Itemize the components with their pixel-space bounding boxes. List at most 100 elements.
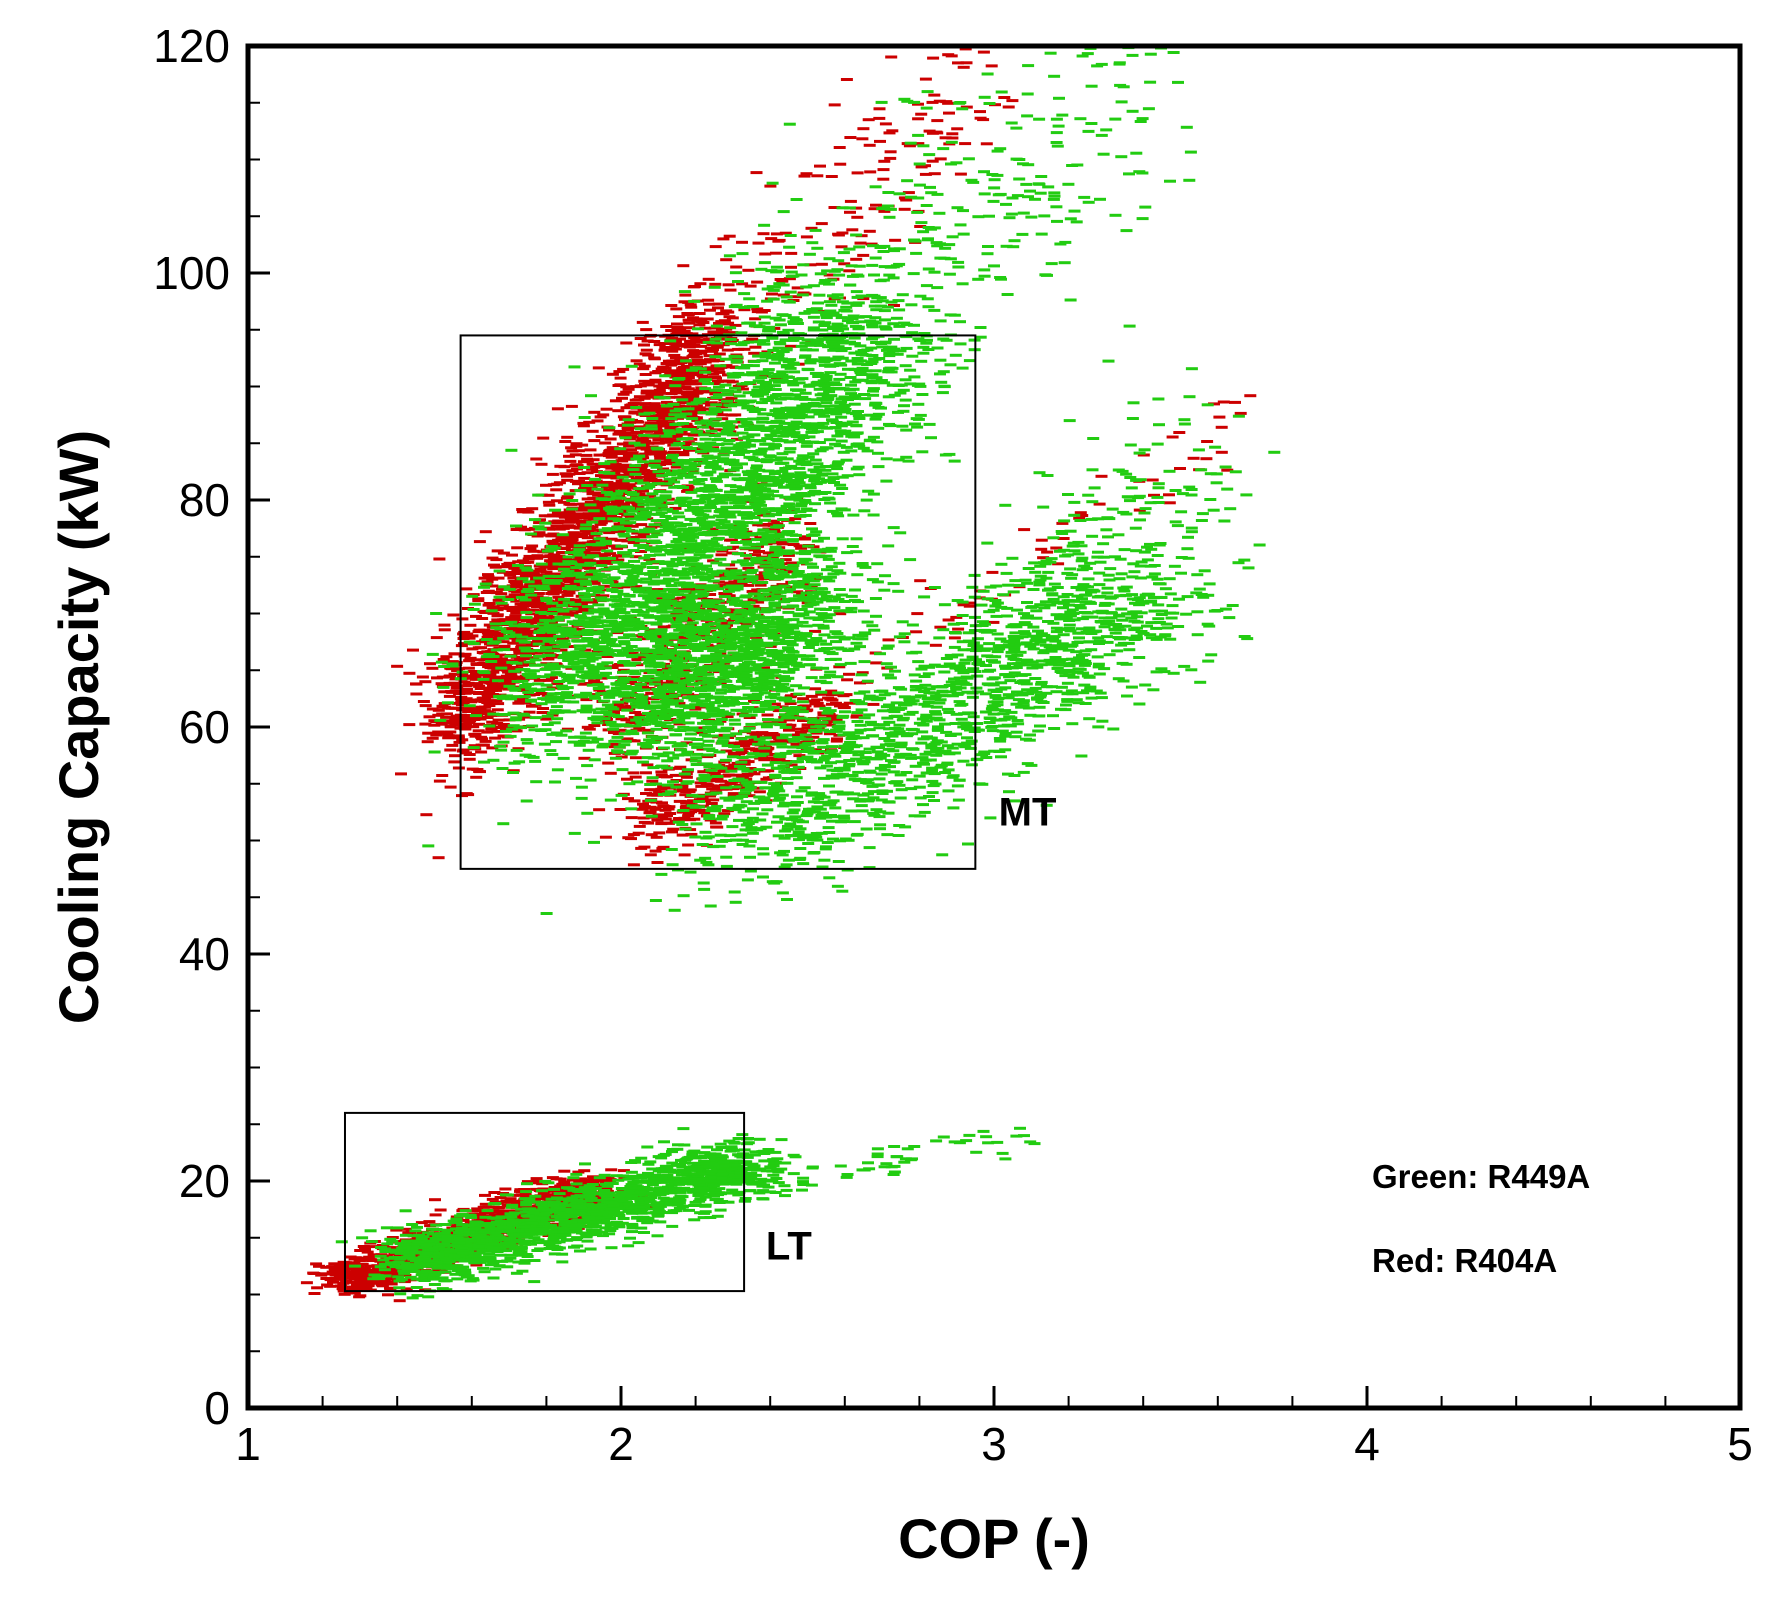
data-point	[443, 694, 456, 698]
data-point	[444, 730, 457, 734]
data-point	[638, 379, 651, 383]
data-point	[610, 501, 623, 505]
data-point	[466, 594, 479, 598]
data-point	[682, 814, 695, 818]
data-point	[928, 172, 941, 176]
data-point	[659, 436, 672, 440]
data-point	[715, 320, 728, 324]
data-point	[786, 561, 798, 565]
data-point	[708, 382, 721, 385]
data-point	[517, 689, 530, 692]
data-point	[492, 702, 505, 706]
data-point	[716, 413, 729, 417]
data-point	[508, 624, 521, 628]
data-point	[884, 156, 897, 160]
data-point	[512, 560, 525, 564]
data-point	[480, 658, 493, 662]
data-point	[579, 505, 592, 508]
data-point	[530, 457, 543, 461]
data-point	[900, 198, 913, 202]
data-point	[482, 589, 495, 593]
data-point	[590, 681, 603, 685]
data-point	[740, 622, 753, 626]
data-point	[565, 502, 578, 506]
data-point	[659, 440, 672, 444]
data-point	[665, 304, 678, 307]
data-point	[598, 699, 611, 703]
data-point	[914, 225, 927, 228]
data-point	[554, 1188, 567, 1191]
data-point	[691, 372, 704, 376]
data-point	[823, 691, 836, 694]
data-point	[653, 431, 666, 435]
data-point	[657, 467, 670, 471]
data-point	[565, 545, 578, 549]
data-point	[856, 671, 869, 675]
data-point	[744, 284, 757, 288]
data-point	[651, 429, 664, 432]
data-point	[874, 139, 886, 143]
data-point	[520, 600, 533, 604]
data-point	[892, 299, 905, 303]
data-point	[578, 607, 591, 611]
data-point	[457, 637, 470, 640]
data-point	[593, 453, 606, 457]
data-point	[772, 709, 785, 713]
data-point	[550, 499, 563, 503]
data-point	[736, 387, 749, 391]
data-point	[460, 751, 472, 755]
data-point	[474, 687, 487, 690]
data-point	[556, 637, 569, 641]
data-point	[376, 1284, 389, 1288]
data-point	[959, 142, 972, 146]
data-point	[767, 519, 780, 523]
data-point	[957, 603, 970, 607]
data-point	[1215, 450, 1228, 454]
data-point	[381, 1280, 394, 1284]
data-point	[595, 474, 607, 478]
data-point	[510, 594, 523, 598]
data-point	[453, 691, 466, 695]
data-point	[934, 625, 947, 629]
data-point	[434, 1208, 447, 1212]
data-point	[712, 302, 725, 306]
data-point	[946, 136, 959, 140]
data-point	[557, 1190, 569, 1194]
data-point	[426, 736, 439, 740]
data-point	[394, 1254, 407, 1258]
data-point	[694, 350, 707, 354]
data-point	[656, 815, 669, 819]
data-point	[724, 340, 737, 344]
data-point	[525, 642, 538, 646]
data-point	[616, 442, 629, 446]
data-point	[716, 549, 729, 553]
data-point	[678, 853, 691, 857]
data-point	[453, 667, 465, 671]
data-point	[910, 630, 923, 634]
data-point	[599, 835, 612, 839]
data-point	[644, 450, 657, 454]
data-point	[648, 357, 661, 361]
data-point	[668, 386, 680, 390]
data-point	[452, 766, 465, 770]
data-point	[432, 856, 445, 860]
data-point	[476, 640, 489, 644]
data-point	[633, 824, 646, 828]
data-point	[590, 479, 603, 483]
data-point	[680, 642, 692, 646]
data-point	[531, 580, 544, 584]
data-point	[469, 698, 482, 702]
data-point	[701, 317, 714, 321]
data-point	[657, 424, 670, 428]
data-point	[605, 1168, 618, 1172]
data-point	[559, 440, 572, 443]
y-tick-label: 100	[153, 247, 230, 299]
data-point	[564, 580, 577, 584]
data-point	[599, 481, 612, 485]
data-point	[840, 78, 853, 81]
data-point	[500, 1199, 513, 1203]
data-point	[594, 553, 607, 557]
data-point	[423, 1220, 436, 1224]
data-point	[643, 475, 656, 478]
data-point	[670, 344, 683, 348]
